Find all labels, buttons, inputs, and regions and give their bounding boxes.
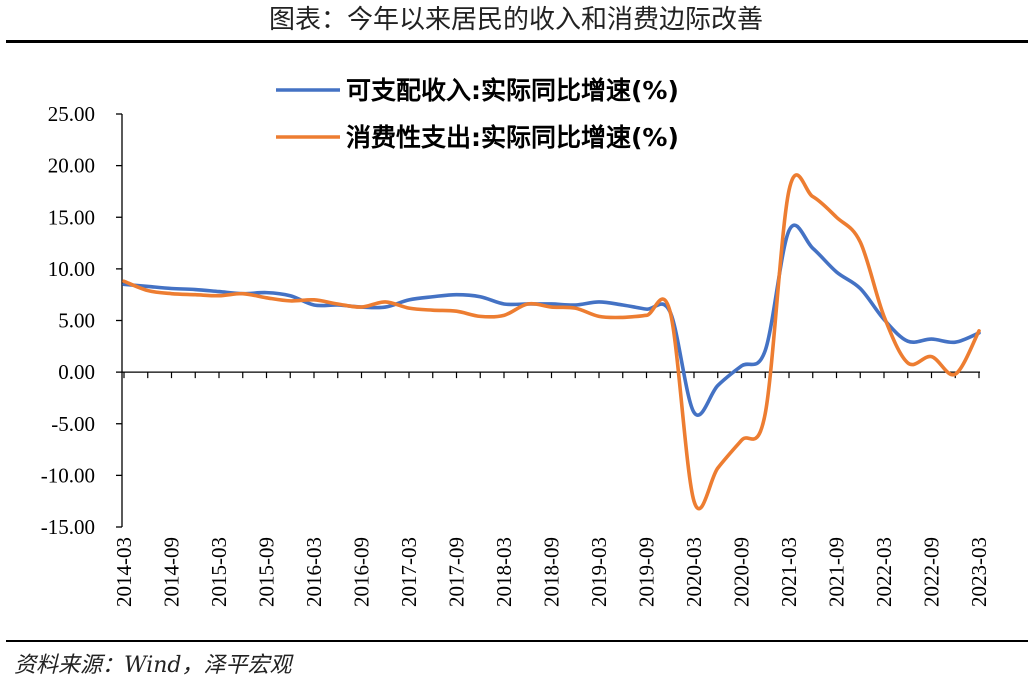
x-tick-label: 2016-09	[350, 537, 374, 607]
y-tick-label: -5.00	[51, 412, 95, 436]
chart-axes: 25.00 20.00 15.00 10.00 5.00 0.00 -5.00 -10.00 -…	[41, 102, 991, 607]
x-tick-label: 2015-09	[255, 537, 279, 607]
x-tick-label: 2014-03	[112, 537, 136, 607]
x-tick-label: 2023-03	[967, 537, 991, 607]
y-tick-label: 20.00	[48, 154, 95, 178]
x-tick-label: 2022-09	[920, 537, 944, 607]
x-tick-label: 2019-09	[635, 537, 659, 607]
y-tick-label: 15.00	[48, 205, 95, 229]
legend-label: 可支配收入:实际同比增速(%)	[346, 76, 679, 105]
x-tick-label: 2014-09	[160, 537, 184, 607]
x-tick-label: 2021-03	[777, 537, 801, 607]
chart-series	[122, 173, 981, 511]
x-tick-label: 2019-03	[587, 537, 611, 607]
x-tick-label: 2018-03	[492, 537, 516, 607]
source-note: 资料来源：Wind，泽平宏观	[14, 653, 292, 678]
series-line-income	[122, 223, 981, 417]
x-tick-label: 2018-09	[540, 537, 564, 607]
x-tick-label: 2022-03	[872, 537, 896, 607]
y-tick-label: -15.00	[41, 515, 95, 539]
y-tick-label: 5.00	[58, 309, 95, 333]
y-tick-label: 25.00	[48, 102, 95, 126]
x-tick-label: 2020-03	[682, 537, 706, 607]
legend-label: 消费性支出:实际同比增速(%)	[346, 123, 679, 152]
figure-title: 图表：今年以来居民的收入和消费边际改善	[268, 5, 763, 35]
footer-rule	[6, 640, 1028, 642]
title-underline	[6, 40, 1028, 43]
x-tick-label: 2017-09	[445, 537, 469, 607]
chart-legend: 可支配收入:实际同比增速(%) 消费性支出:实际同比增速(%)	[276, 76, 679, 152]
y-tick-label: 10.00	[48, 257, 95, 281]
x-tick-label: 2021-09	[825, 537, 849, 607]
x-tick-label: 2015-03	[207, 537, 231, 607]
x-tick-label: 2017-03	[397, 537, 421, 607]
x-tick-label: 2020-09	[730, 537, 754, 607]
series-line-expenditure	[122, 173, 981, 511]
y-tick-label: 0.00	[58, 360, 95, 384]
y-tick-label: -10.00	[41, 463, 95, 487]
x-tick-label: 2016-03	[302, 537, 326, 607]
